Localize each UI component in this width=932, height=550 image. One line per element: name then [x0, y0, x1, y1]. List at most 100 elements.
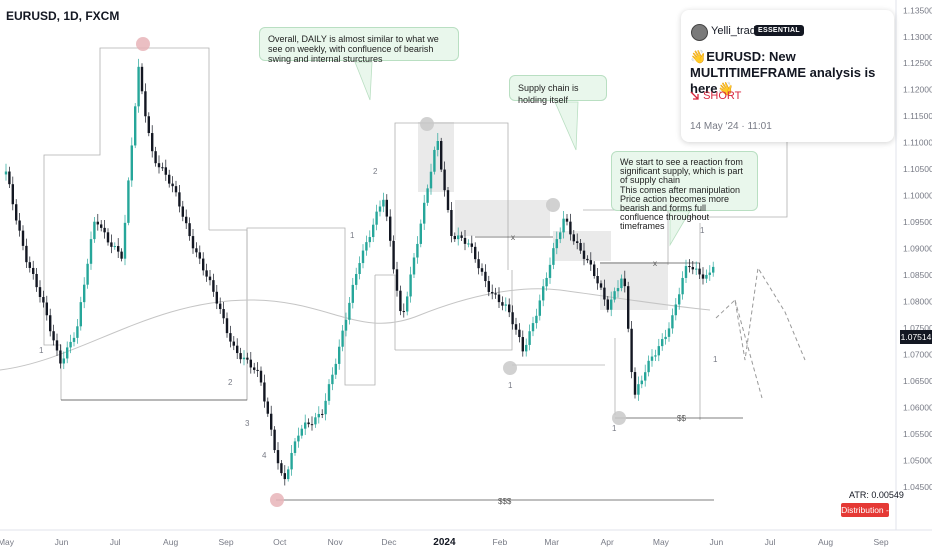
idea-card[interactable]: Yelli_trades ESSENTIAL 👋EURUSD: New MULT… [681, 10, 894, 142]
candle-body [205, 270, 208, 277]
author-avatar[interactable] [691, 24, 708, 41]
label-ss: $$ [677, 414, 686, 423]
candle-body [45, 302, 48, 316]
time-tick-label: Jun [55, 537, 69, 547]
price-tick-label: 1.13000 [903, 32, 932, 42]
candle-body [191, 236, 195, 249]
candle-body [565, 218, 569, 222]
candle-body [514, 324, 518, 330]
candle-body [644, 372, 647, 381]
candle-body [76, 326, 79, 338]
idea-title[interactable]: 👋EURUSD: New MULTITIMEFRAME analysis is … [690, 49, 886, 97]
candle-body [426, 188, 429, 203]
label-x: x [511, 233, 515, 242]
candle-body [691, 267, 694, 270]
projection-path [734, 299, 763, 399]
supply-zone [553, 231, 611, 261]
candle-body [263, 382, 266, 402]
structure-line [246, 227, 376, 400]
time-tick-label: Jul [110, 537, 121, 547]
atr-label: ATR: 0.00549 [849, 490, 904, 500]
candle-body [168, 174, 171, 184]
note-reaction[interactable]: We start to see a reaction from signific… [611, 151, 758, 231]
trend-down-arrow-icon [690, 91, 699, 100]
candle-body [338, 346, 341, 364]
candle-body [545, 277, 548, 287]
candle-body [365, 242, 368, 251]
candle-body [409, 274, 412, 297]
structure-number: 1 [713, 355, 718, 364]
price-tick-label: 1.09500 [903, 217, 932, 227]
candle-body [589, 260, 592, 265]
candle-body [440, 140, 443, 170]
candle-body [293, 441, 297, 453]
candle-body [361, 250, 365, 264]
author-name[interactable]: Yelli_trades [711, 25, 768, 37]
price-tick-label: 1.06500 [903, 376, 932, 386]
candle-body [86, 263, 89, 285]
candle-body [38, 287, 42, 297]
candle-body [443, 169, 446, 191]
note-daily[interactable]: Overall, DAILY is almost similar to what… [259, 27, 459, 64]
candle-body [661, 339, 664, 347]
candle-body [127, 180, 130, 223]
time-tick-label: Feb [493, 537, 508, 547]
candle-body [11, 184, 14, 205]
candle-body [603, 287, 606, 300]
waving-hand-icon: 👋 [690, 49, 707, 64]
candle-body [385, 199, 388, 217]
supply-zone [418, 122, 454, 192]
candle-body [341, 330, 344, 347]
time-tick-label: Aug [818, 537, 833, 547]
candle-body [627, 286, 630, 329]
note-supply-chain[interactable]: Supply chain is holding itself [509, 75, 607, 105]
candle-body [188, 223, 191, 237]
structure-line [375, 274, 396, 350]
candle-body [610, 299, 613, 310]
candle-body [423, 202, 426, 224]
structure-number: 3 [245, 419, 250, 428]
candle-body [457, 235, 460, 240]
price-tick-label: 1.10500 [903, 164, 932, 174]
symbol-title: EURUSD, 1D, FXCM [6, 9, 120, 23]
candle-body [100, 224, 103, 228]
candle-body [66, 347, 69, 359]
candle-body [671, 315, 674, 329]
candle-body [25, 245, 28, 263]
time-tick-label: Sep [219, 537, 234, 547]
structure-line [395, 270, 513, 351]
candle-body [698, 268, 701, 275]
candle-body [518, 329, 521, 338]
candle-body [321, 413, 324, 415]
candle-body [310, 424, 314, 426]
price-tick-label: 1.04500 [903, 482, 932, 492]
candle-body [606, 299, 609, 310]
candle-body [382, 199, 385, 207]
candle-body [334, 363, 337, 375]
swing-point-marker [420, 117, 434, 131]
candle-body [375, 211, 378, 225]
candle-body [130, 145, 133, 181]
time-tick-label: Dec [381, 537, 397, 547]
candle-body [18, 220, 21, 231]
candle-body [259, 370, 263, 383]
candle-body [344, 319, 348, 331]
candle-body [484, 271, 487, 282]
candle-body [300, 428, 303, 436]
candle-body [164, 167, 167, 175]
candle-body [494, 293, 497, 295]
candle-body [280, 463, 283, 474]
candle-body [467, 243, 470, 245]
structure-line [43, 47, 210, 400]
candle-body [151, 133, 154, 152]
candle-body [120, 251, 123, 259]
price-tick-label: 1.07000 [903, 349, 932, 359]
candle-body [185, 216, 188, 224]
candle-body [450, 210, 453, 237]
note-pointer [554, 101, 579, 151]
candle-body [599, 283, 603, 288]
candle-body [429, 171, 433, 189]
candle-body [355, 274, 358, 285]
candle-body [678, 294, 681, 305]
structure-number: 1 [350, 231, 355, 240]
